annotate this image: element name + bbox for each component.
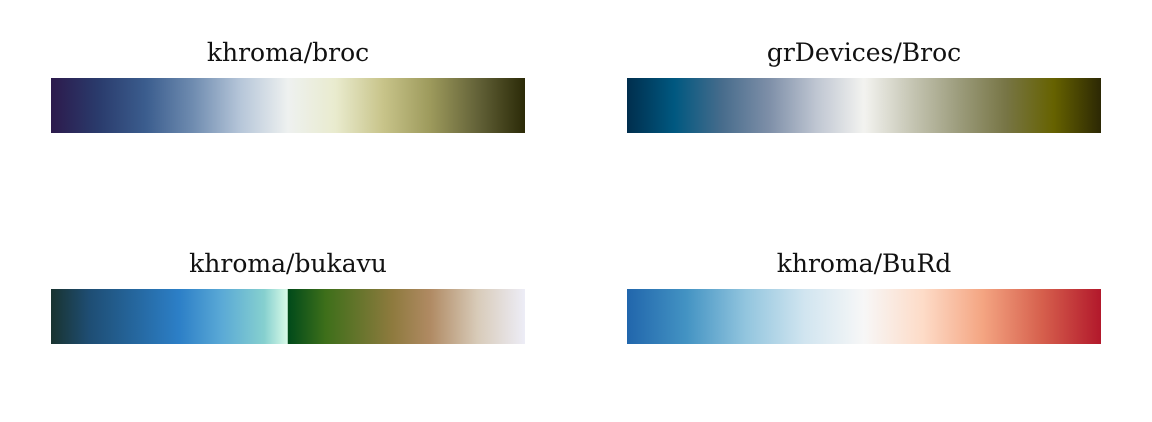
chart-title: khroma/BuRd [776,249,952,278]
color-bar [627,78,1101,133]
color-bar [51,289,525,344]
chart-title: khroma/broc [206,38,370,67]
chart-title: grDevices/Broc [766,38,962,67]
chart-title: khroma/bukavu [189,249,387,278]
color-bar [51,78,525,133]
color-bar [627,289,1101,344]
